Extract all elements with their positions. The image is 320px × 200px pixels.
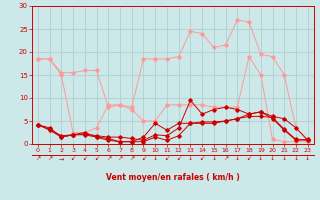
X-axis label: Vent moyen/en rafales ( km/h ): Vent moyen/en rafales ( km/h ) (106, 173, 240, 182)
